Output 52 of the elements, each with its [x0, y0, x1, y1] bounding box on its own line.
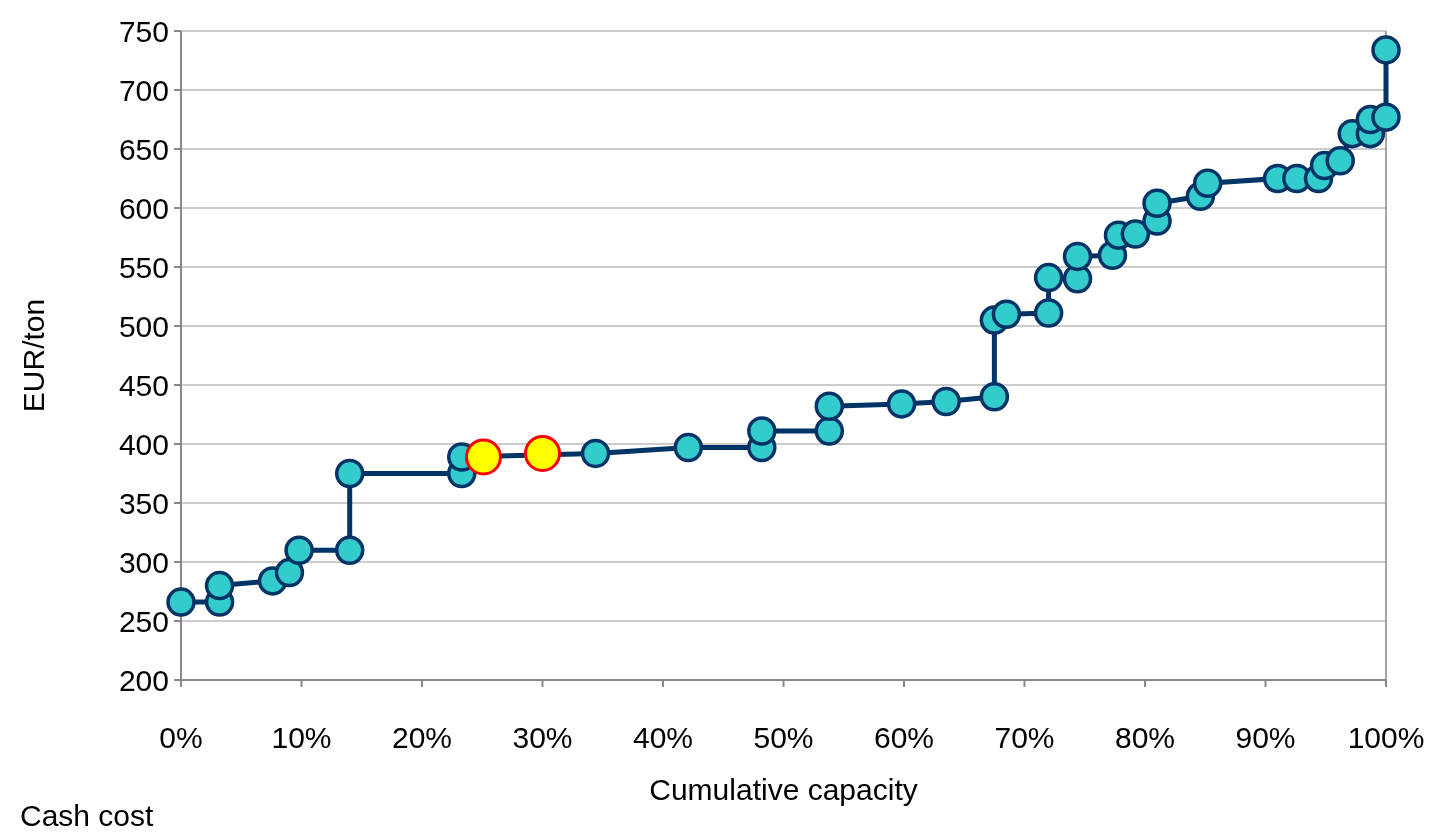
point [1325, 146, 1355, 176]
point [334, 535, 365, 565]
x-tick-label: 30% [512, 721, 573, 754]
x-axis-title: Cumulative capacity [649, 773, 918, 806]
y-tick-label: 300 [118, 545, 169, 579]
y-tick-label: 600 [118, 191, 169, 225]
x-tick-label: 90% [1235, 721, 1296, 754]
y-tick-label: 700 [118, 73, 169, 107]
y-tick-label: 200 [118, 663, 169, 697]
point [1033, 262, 1064, 293]
point [284, 535, 314, 565]
point [814, 416, 845, 446]
point [1142, 188, 1172, 219]
x-tick-label: 50% [753, 721, 814, 754]
point [814, 391, 845, 421]
point [886, 389, 917, 419]
point [580, 438, 611, 469]
point [334, 458, 365, 489]
x-tick-label: 80% [1114, 721, 1176, 754]
y-tick-label: 500 [118, 309, 169, 343]
point [991, 299, 1022, 329]
point [464, 438, 502, 476]
point [1062, 241, 1093, 272]
y-tick-label: 650 [118, 132, 169, 166]
point [524, 434, 561, 472]
y-tick-label: 450 [118, 368, 169, 402]
point [274, 557, 305, 588]
point [979, 382, 1010, 412]
point [673, 432, 704, 463]
x-tick-label: 10% [271, 721, 332, 754]
point [166, 587, 196, 617]
y-tick-label: 350 [118, 486, 169, 520]
x-tick-label: 60% [873, 721, 935, 754]
point [747, 416, 777, 446]
point [1371, 102, 1401, 132]
y-tick-label: 750 [118, 14, 169, 48]
point [204, 570, 235, 601]
x-tick-label: 0% [159, 721, 203, 754]
y-tick-label: 250 [118, 604, 169, 638]
point [1033, 298, 1064, 328]
y-tick-label: 550 [118, 250, 169, 284]
x-tick-label: 20% [391, 721, 453, 754]
text: Cash cost [20, 799, 155, 832]
y-tick-label: 400 [118, 427, 169, 461]
point [1371, 35, 1401, 65]
point [1192, 168, 1223, 198]
x-tick-label: 40% [632, 721, 694, 754]
point [931, 386, 961, 417]
x-tick-label: 100% [1347, 721, 1425, 754]
y-axis-title: EUR/ton [17, 298, 50, 413]
x-tick-label: 70% [994, 721, 1055, 754]
point [1120, 219, 1151, 249]
